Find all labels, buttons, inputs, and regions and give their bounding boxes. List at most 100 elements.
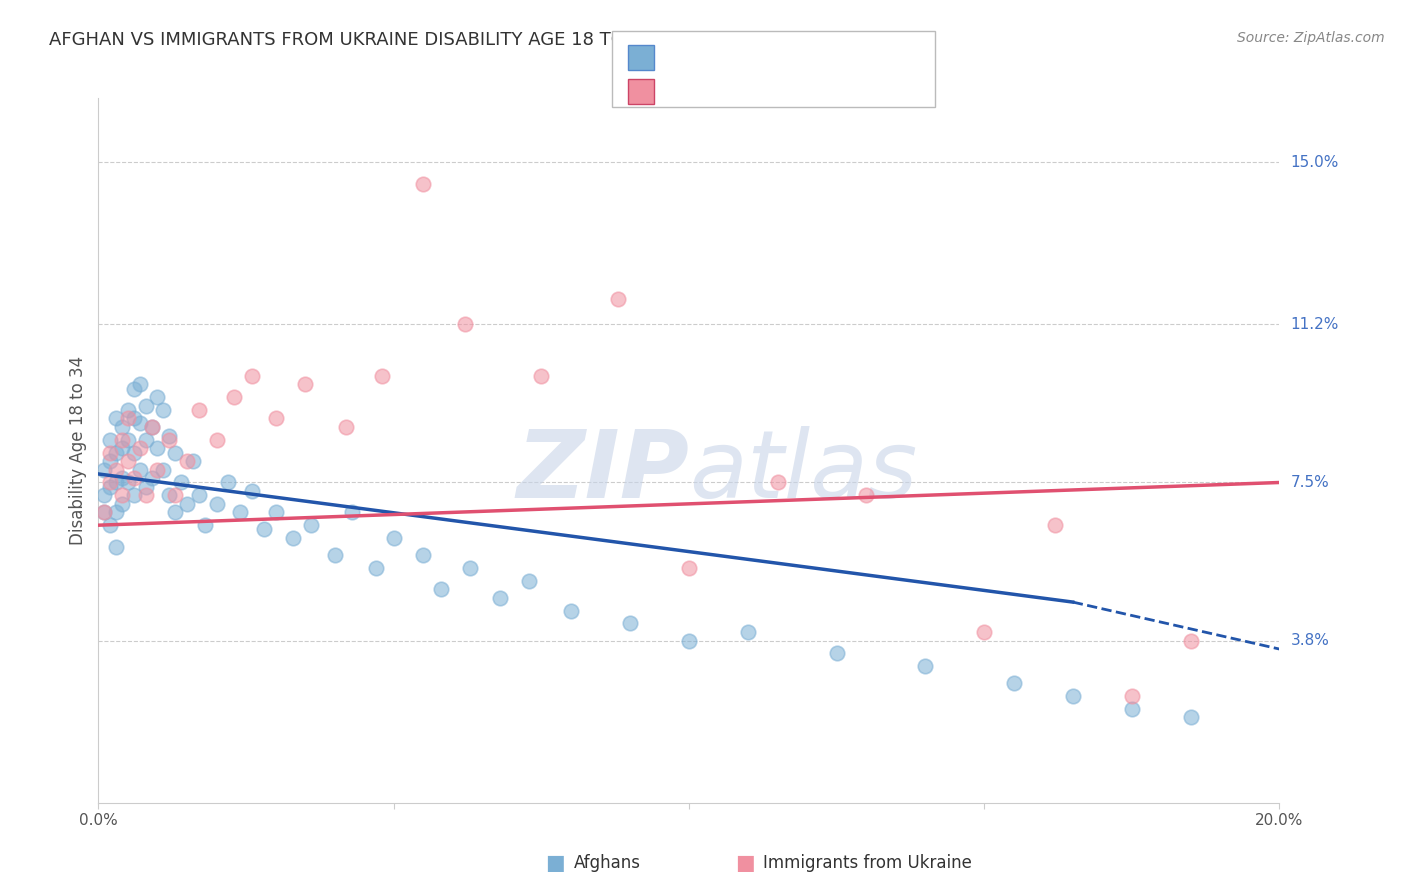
Point [176, 454, 198, 468]
Point [105, 411, 128, 425]
Point [217, 475, 239, 490]
Point [93, 463, 115, 477]
Point [141, 420, 163, 434]
Text: N =: N = [780, 49, 828, 67]
Text: R =: R = [665, 49, 702, 67]
Point [117, 411, 139, 425]
Y-axis label: Disability Age 18 to 34: Disability Age 18 to 34 [69, 356, 87, 545]
Point [152, 463, 174, 477]
Point [157, 433, 180, 447]
Text: 71: 71 [839, 49, 862, 67]
Point [135, 399, 157, 413]
Point [117, 475, 139, 490]
Point [205, 433, 228, 447]
Point [128, 442, 150, 456]
Point [519, 574, 541, 588]
Point [165, 445, 187, 459]
Point [264, 411, 287, 425]
Point [1043, 518, 1066, 533]
Point [371, 368, 394, 383]
Point [111, 488, 134, 502]
Point [1062, 689, 1084, 703]
Point [128, 377, 150, 392]
Point [412, 548, 434, 562]
Point [1121, 689, 1143, 703]
Point [98, 475, 121, 490]
Point [560, 604, 582, 618]
Point [152, 403, 174, 417]
Point [323, 548, 346, 562]
Point [122, 471, 145, 485]
Point [342, 505, 364, 519]
Point [229, 505, 252, 519]
Point [105, 540, 128, 554]
Point [607, 292, 630, 306]
Point [453, 318, 475, 332]
Point [93, 505, 115, 519]
Text: Source: ZipAtlas.com: Source: ZipAtlas.com [1237, 31, 1385, 45]
Point [382, 531, 405, 545]
Point [914, 659, 936, 673]
Point [117, 403, 139, 417]
Point [93, 488, 115, 502]
Point [1180, 633, 1202, 648]
Point [253, 523, 276, 537]
Text: 0.067: 0.067 [707, 83, 765, 101]
Point [98, 445, 121, 459]
Point [294, 377, 316, 392]
Point [737, 624, 759, 639]
Point [299, 518, 322, 533]
Point [105, 505, 128, 519]
Point [122, 411, 145, 425]
Point [117, 433, 139, 447]
Point [855, 488, 877, 502]
Point [157, 488, 180, 502]
Text: R =: R = [665, 83, 702, 101]
Point [1002, 676, 1025, 690]
Point [111, 420, 134, 434]
Point [187, 403, 209, 417]
Point [460, 561, 482, 575]
Point [430, 582, 453, 597]
Point [135, 480, 157, 494]
Text: AFGHAN VS IMMIGRANTS FROM UKRAINE DISABILITY AGE 18 TO 34 CORRELATION CHART: AFGHAN VS IMMIGRANTS FROM UKRAINE DISABI… [49, 31, 855, 49]
Point [224, 390, 246, 404]
Point [489, 591, 512, 605]
Point [412, 177, 434, 191]
Text: 7.5%: 7.5% [1291, 475, 1329, 490]
Point [678, 561, 700, 575]
Point [111, 442, 134, 456]
Point [111, 433, 134, 447]
Text: 3.8%: 3.8% [1291, 633, 1330, 648]
Point [1121, 702, 1143, 716]
Point [335, 420, 357, 434]
Text: N =: N = [780, 83, 828, 101]
Point [98, 454, 121, 468]
Point [117, 454, 139, 468]
Point [135, 433, 157, 447]
Point [825, 646, 848, 660]
Point [170, 475, 193, 490]
Point [111, 471, 134, 485]
Point [105, 463, 128, 477]
Point [181, 454, 204, 468]
Point [973, 624, 995, 639]
Point [135, 488, 157, 502]
Point [122, 382, 145, 396]
Point [283, 531, 305, 545]
Text: 15.0%: 15.0% [1291, 154, 1339, 169]
Point [111, 497, 134, 511]
Point [157, 428, 180, 442]
Point [128, 463, 150, 477]
Point [187, 488, 209, 502]
Point [194, 518, 217, 533]
Point [264, 505, 287, 519]
Point [146, 463, 169, 477]
Point [128, 416, 150, 430]
Point [364, 561, 387, 575]
Point [105, 475, 128, 490]
Point [1180, 710, 1202, 724]
Point [141, 471, 163, 485]
Point [766, 475, 789, 490]
Point [122, 445, 145, 459]
